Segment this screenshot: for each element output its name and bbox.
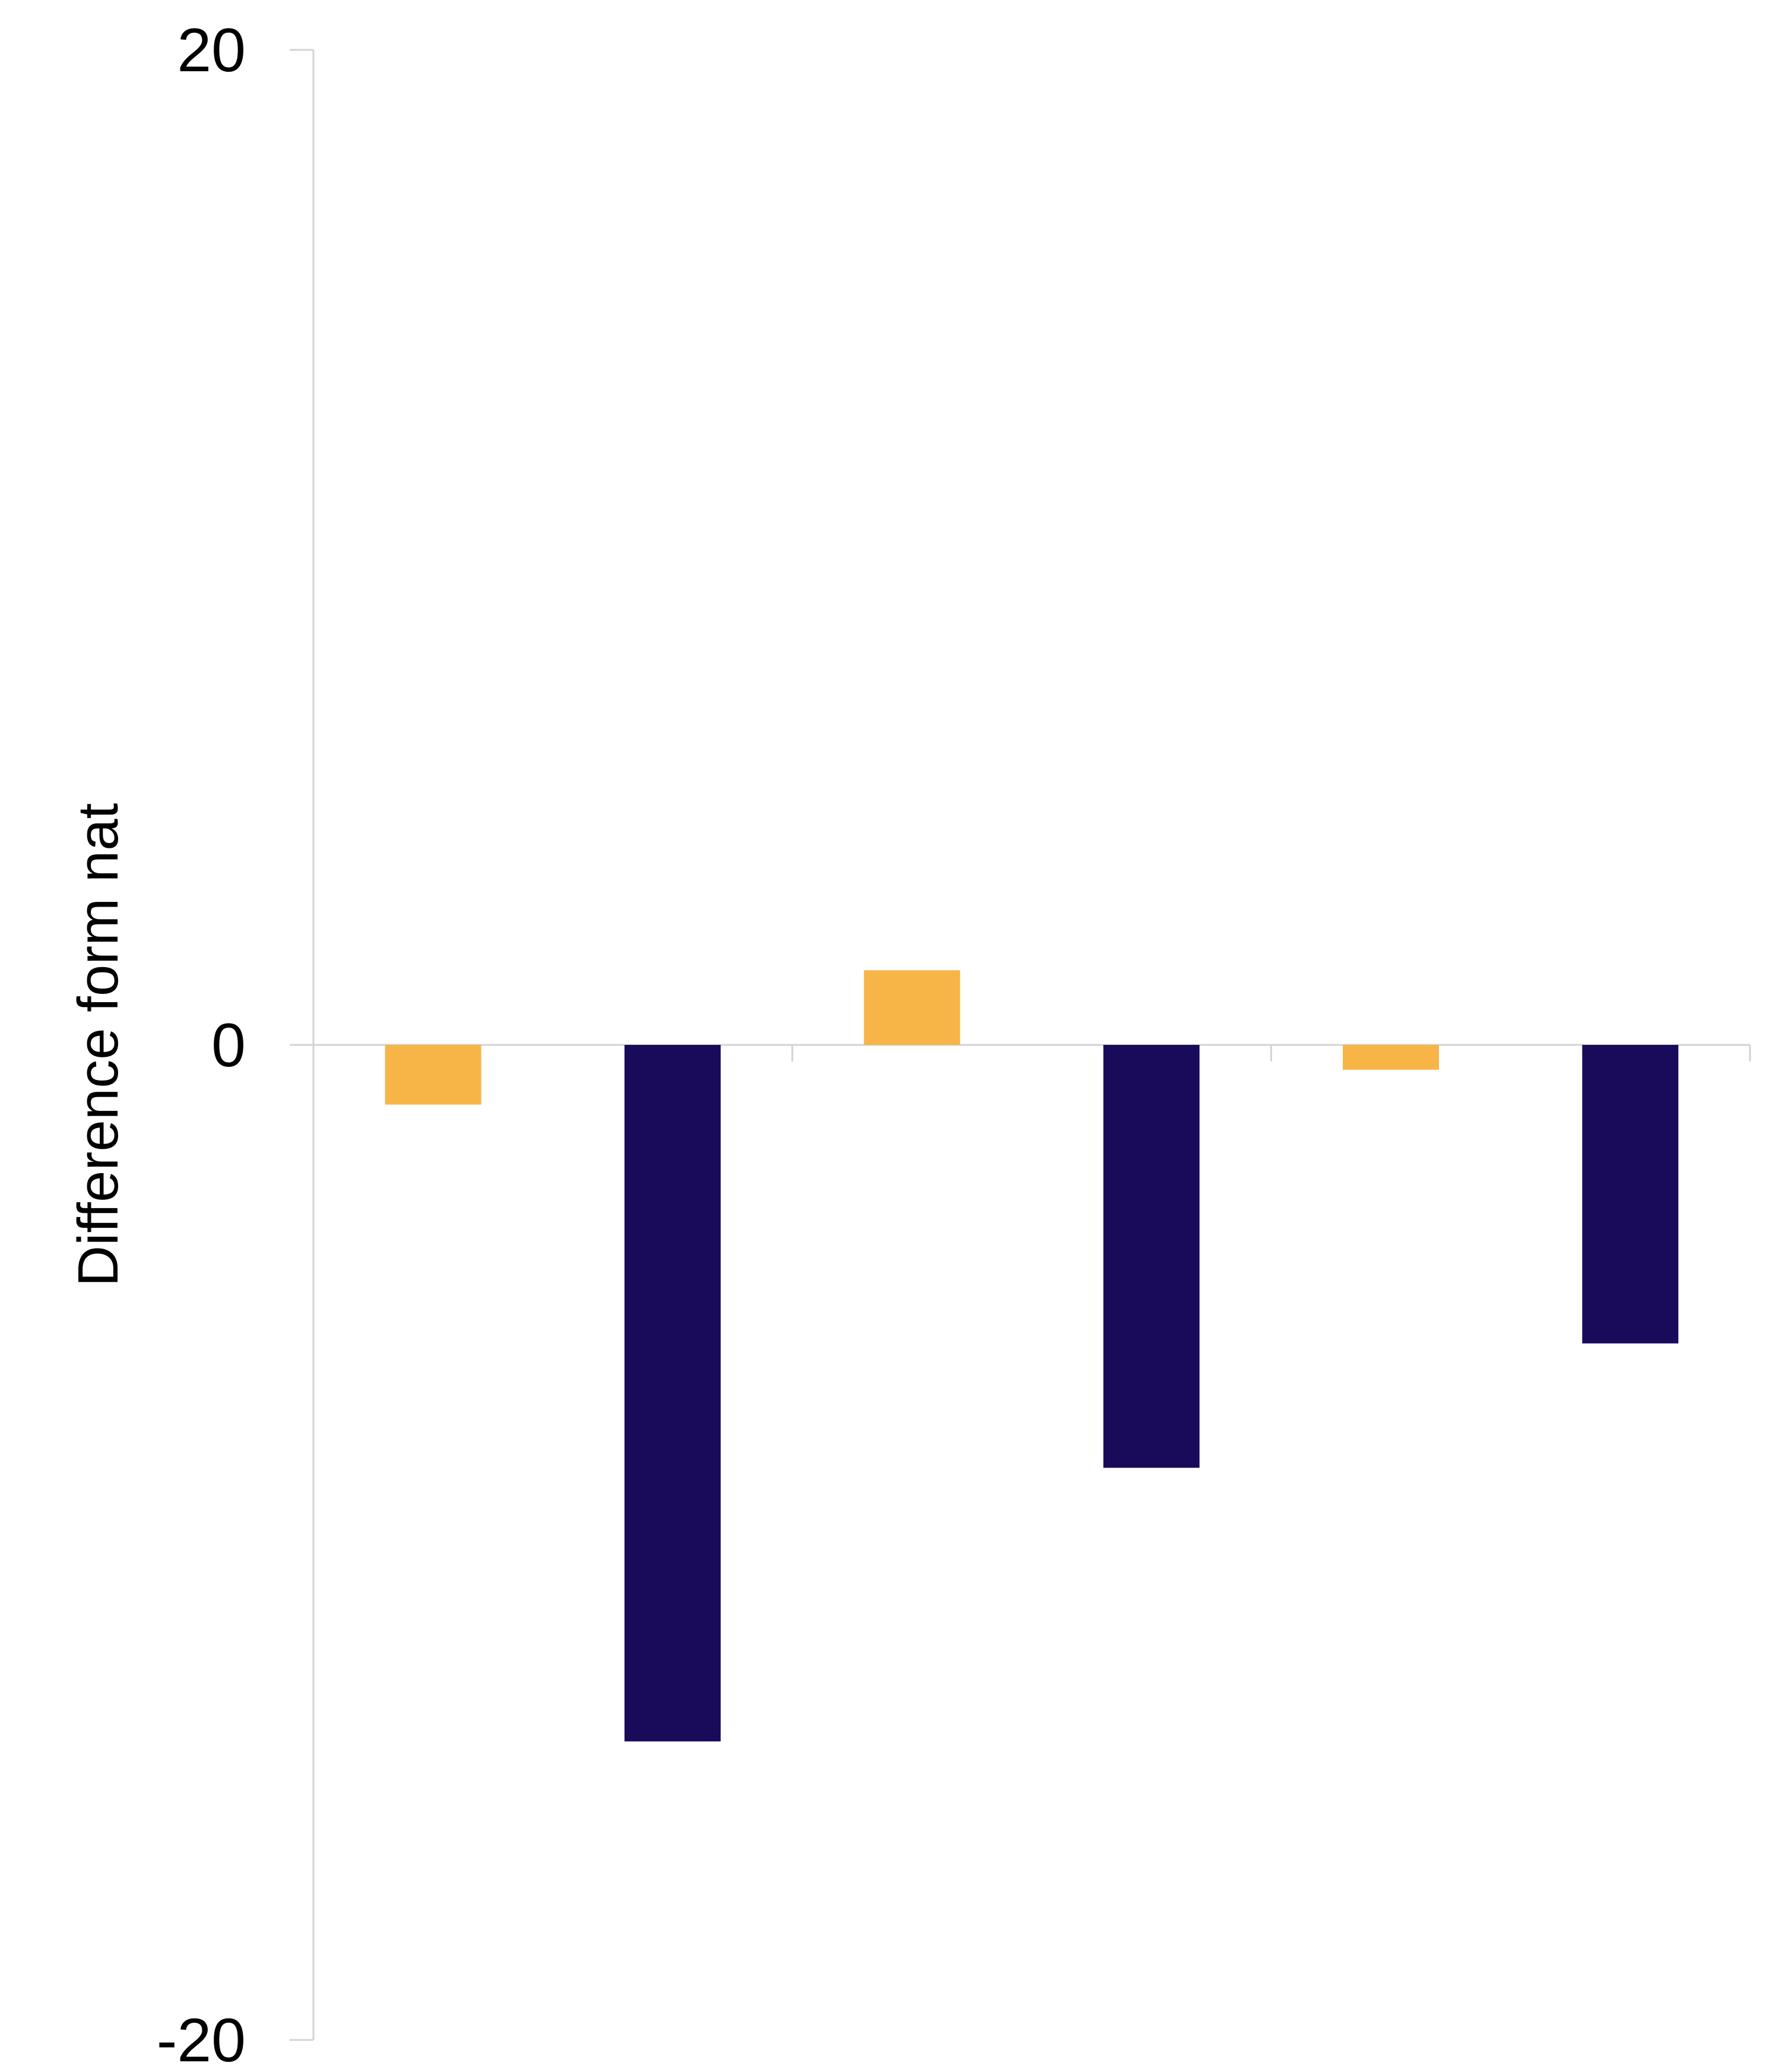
y-tick-label: -20 (157, 2006, 246, 2069)
bar (1582, 1045, 1678, 1344)
bar (864, 970, 960, 1045)
axes (290, 50, 1750, 2040)
y-tick-label: 20 (177, 16, 246, 85)
y-axis-label: Difference form nat (66, 803, 130, 1287)
bar (1104, 1045, 1200, 1468)
bar (624, 1045, 721, 1741)
bars (385, 970, 1679, 1741)
bar (1343, 1045, 1439, 1070)
y-tick-label: 0 (211, 1011, 246, 1080)
tick-labels: 20 0 -20 (157, 16, 246, 2069)
bar (385, 1045, 481, 1105)
